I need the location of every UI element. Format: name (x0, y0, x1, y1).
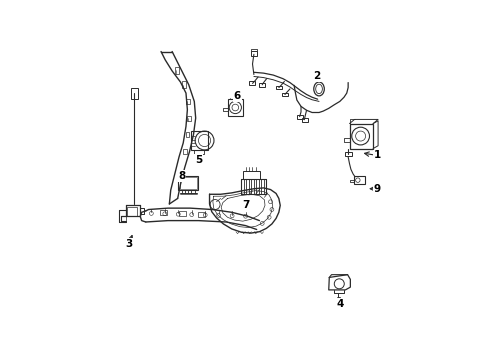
Bar (354, 176, 365, 184)
Bar (301, 118, 308, 122)
Text: 6: 6 (234, 91, 241, 101)
Bar (178, 176, 198, 190)
Bar (179, 211, 186, 216)
Bar (187, 116, 191, 121)
Text: 8: 8 (178, 171, 185, 181)
Bar (297, 115, 303, 118)
Text: 7: 7 (242, 201, 249, 210)
Bar (275, 86, 282, 90)
Text: 1: 1 (374, 150, 381, 161)
Bar (180, 177, 197, 189)
Bar (186, 132, 189, 138)
Bar (186, 99, 190, 104)
Bar (182, 81, 186, 87)
Bar (198, 212, 205, 217)
Bar (130, 87, 138, 99)
Bar (249, 81, 255, 85)
Bar (250, 51, 257, 56)
Bar (345, 152, 352, 156)
Bar (160, 210, 167, 215)
Bar (183, 149, 187, 154)
Text: 9: 9 (374, 184, 381, 194)
Bar (175, 67, 179, 74)
Bar (191, 131, 208, 150)
Bar (127, 207, 138, 216)
Text: 3: 3 (125, 239, 133, 249)
Bar (349, 123, 373, 149)
Text: 2: 2 (313, 72, 320, 81)
Text: 5: 5 (195, 155, 202, 165)
Bar (282, 93, 288, 96)
Text: 4: 4 (336, 299, 343, 309)
Bar (227, 99, 243, 116)
Bar (259, 83, 265, 87)
Bar (244, 171, 260, 179)
